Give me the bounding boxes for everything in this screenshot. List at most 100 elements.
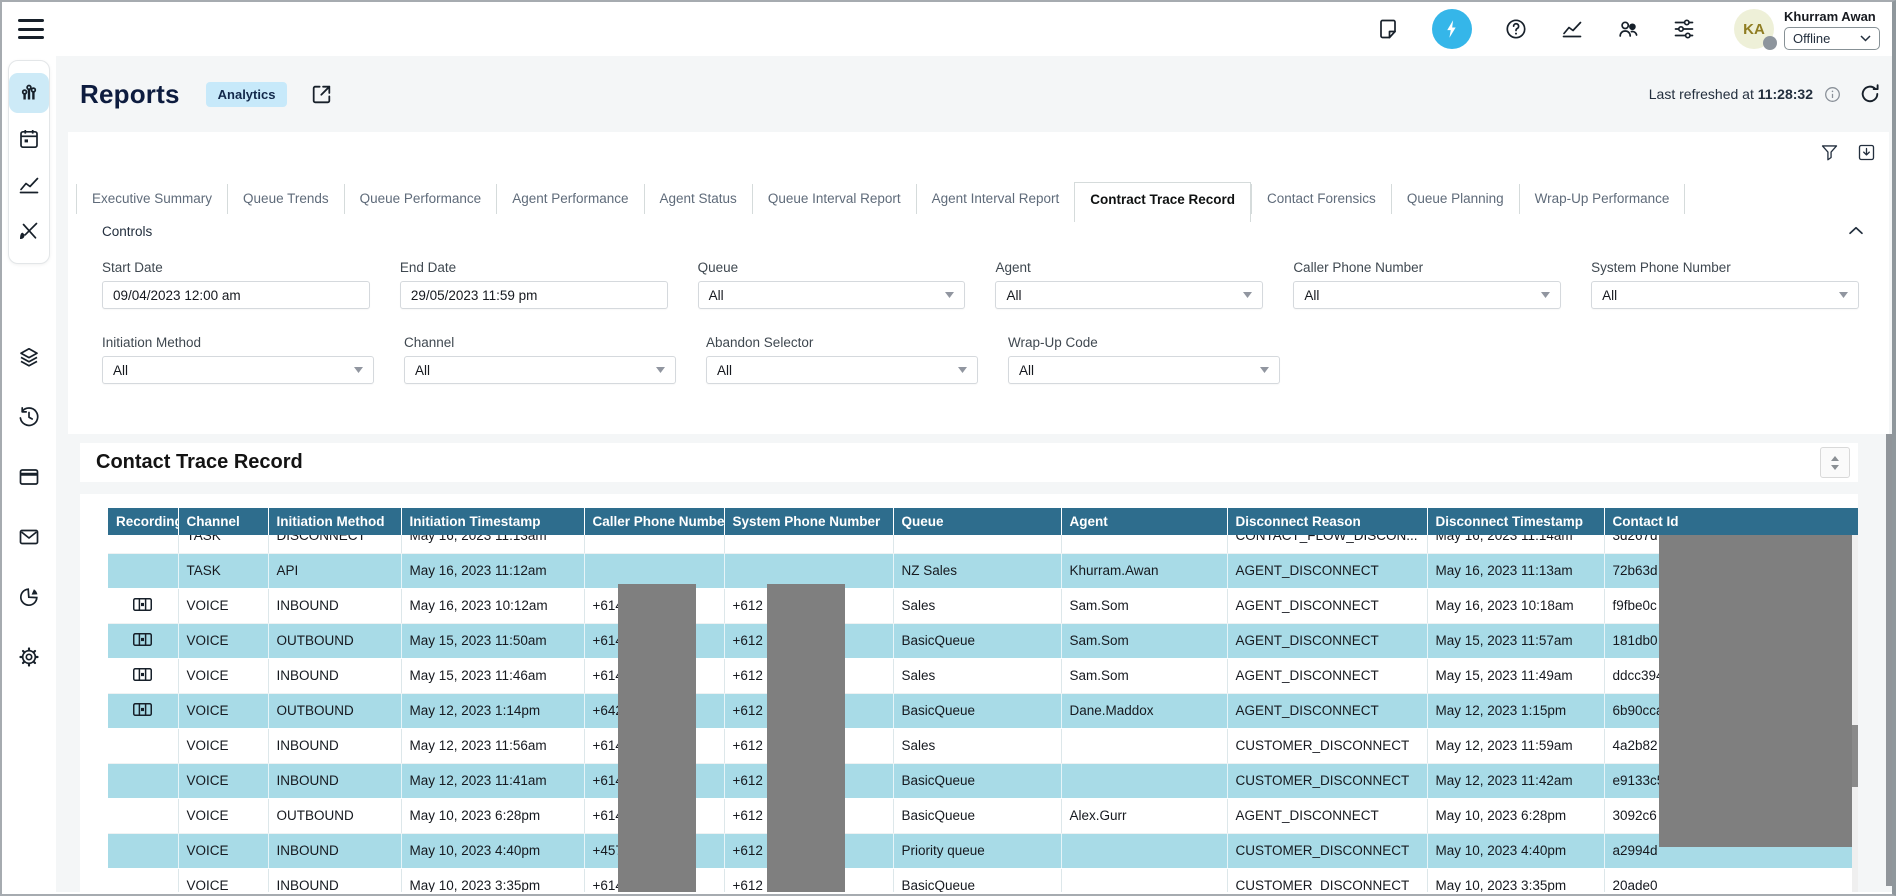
start-date-input[interactable]: 09/04/2023 12:00 am [102, 281, 370, 309]
cell-disconnect-reason: AGENT_DISCONNECT [1227, 658, 1428, 694]
tab-queue-interval-report[interactable]: Queue Interval Report [751, 184, 916, 214]
table-title: Contact Trace Record [96, 451, 303, 473]
tab-queue-planning[interactable]: Queue Planning [1390, 184, 1519, 214]
cell-recording [108, 728, 179, 764]
play-recording-button[interactable] [133, 632, 153, 646]
preferences-sliders-icon[interactable] [1672, 17, 1696, 41]
tab-contract-trace-record[interactable]: Contract Trace Record [1074, 182, 1252, 222]
column-header-initiation-method: Initiation Method [268, 508, 402, 535]
sidebar-item-settings[interactable] [9, 637, 49, 677]
table-row[interactable]: VOICE INBOUND May 10, 2023 4:40pm +457 +612 P… [108, 833, 1858, 869]
initiation-method-dropdown[interactable]: All [102, 356, 374, 384]
quick-connect-lightning-icon[interactable] [1432, 9, 1472, 49]
filter-icon[interactable] [1819, 142, 1840, 163]
cell-disconnect-reason: AGENT_DISCONNECT [1227, 623, 1428, 659]
cell-initiation-timestamp: May 10, 2023 6:28pm [401, 798, 585, 834]
cell-queue: NZ Sales [893, 553, 1062, 589]
table-body-viewport[interactable]: TASK DISCONNECT May 16, 2023 11:13am CONTAC… [108, 535, 1858, 892]
field-value: All [717, 362, 733, 378]
sidebar-item-design[interactable] [9, 211, 49, 251]
table-stepper[interactable] [1820, 447, 1850, 478]
play-recording-button[interactable] [133, 702, 153, 716]
cell-initiation-method: OUTBOUND [268, 623, 402, 659]
queue-dropdown[interactable]: All [697, 281, 966, 309]
refresh-icon[interactable] [1858, 82, 1882, 106]
sidebar-item-browser[interactable] [9, 457, 49, 497]
table-row[interactable]: VOICE INBOUND May 16, 2023 10:12am +614 +612… [108, 588, 1858, 624]
table-row[interactable]: VOICE OUTBOUND May 12, 2023 1:14pm +642 +612… [108, 693, 1858, 729]
column-header-disconnect-reason: Disconnect Reason [1227, 508, 1428, 535]
tab-agent-status[interactable]: Agent Status [643, 184, 752, 214]
history-icon [19, 407, 39, 427]
window-scrollbar-thumb[interactable] [1886, 434, 1892, 886]
sidebar-item-layers[interactable] [9, 337, 49, 377]
pie-chart-icon [19, 588, 38, 606]
table-row[interactable]: VOICE INBOUND May 12, 2023 11:56am +614 +612… [108, 728, 1858, 764]
cell-channel: VOICE [178, 658, 269, 694]
page-title: Reports [80, 78, 180, 109]
sidebar-item-trends[interactable] [9, 165, 49, 205]
sidebar-item-calendar[interactable] [9, 119, 49, 159]
help-icon[interactable] [1504, 17, 1528, 41]
end-date-input[interactable]: 29/05/2023 11:59 pm [399, 281, 668, 309]
caller-phone-number-dropdown[interactable]: All [1293, 281, 1562, 309]
cell-disconnect-reason: CUSTOMER_DISCONNECT [1227, 868, 1428, 892]
cell-disconnect-timestamp: May 16, 2023 11:13am [1427, 553, 1605, 589]
tab-wrap-up-performance[interactable]: Wrap-Up Performance [1518, 184, 1686, 214]
sidebar-item-mail[interactable] [9, 517, 49, 557]
cell-queue [893, 535, 1062, 554]
table-row[interactable]: TASK API May 16, 2023 11:12am NZ Sales Khurr… [108, 553, 1858, 589]
column-header-disconnect-timestamp: Disconnect Timestamp [1427, 508, 1605, 535]
collapse-chevron-up-icon[interactable] [1845, 220, 1867, 242]
sidebar-item-reports[interactable] [9, 73, 49, 113]
cell-agent: Alex.Gurr [1061, 798, 1228, 834]
caret-down-icon [1260, 367, 1269, 373]
agent-dropdown[interactable]: All [995, 281, 1264, 309]
channel-dropdown[interactable]: All [404, 356, 676, 384]
cell-channel: VOICE [178, 763, 269, 799]
vertical-scrollbar-track[interactable] [1852, 535, 1858, 892]
tab-queue-trends[interactable]: Queue Trends [227, 184, 344, 214]
tab-agent-interval-report[interactable]: Agent Interval Report [915, 184, 1075, 214]
filter-system-phone-number: System Phone Number All [1591, 260, 1859, 309]
system-phone-number-dropdown[interactable]: All [1591, 281, 1859, 309]
column-header-initiation-timestamp: Initiation Timestamp [401, 508, 585, 535]
play-recording-button[interactable] [133, 667, 153, 681]
cell-recording [108, 553, 179, 589]
info-icon[interactable] [1823, 85, 1842, 104]
cell-initiation-method: INBOUND [268, 588, 402, 624]
table-row[interactable]: VOICE INBOUND May 15, 2023 11:46am +614 +612… [108, 658, 1858, 694]
table-row[interactable]: VOICE OUTBOUND May 15, 2023 11:50am +614 +61… [108, 623, 1858, 659]
table-row[interactable]: VOICE INBOUND May 12, 2023 11:41am +614 +612… [108, 763, 1858, 799]
table-row[interactable]: VOICE OUTBOUND May 10, 2023 6:28pm +614 +612… [108, 798, 1858, 834]
sidebar-item-pie-reports[interactable] [9, 577, 49, 617]
agent-status-select[interactable]: Offline [1784, 26, 1880, 50]
tab-contact-forensics[interactable]: Contact Forensics [1251, 184, 1391, 214]
table-row[interactable]: VOICE INBOUND May 10, 2023 3:35pm +614 +612 B… [108, 868, 1858, 892]
tab-agent-performance[interactable]: Agent Performance [496, 184, 643, 214]
avatar[interactable]: KA [1734, 9, 1777, 50]
tab-queue-performance[interactable]: Queue Performance [343, 184, 497, 214]
table-row[interactable]: TASK DISCONNECT May 16, 2023 11:13am CONTAC… [108, 535, 1858, 554]
cell-initiation-method: DISCONNECT [268, 535, 402, 554]
notes-icon[interactable] [1376, 17, 1400, 41]
metrics-icon[interactable] [1560, 17, 1584, 41]
cell-queue: BasicQueue [893, 763, 1062, 799]
sidebar-item-history[interactable] [9, 397, 49, 437]
abandon-selector-dropdown[interactable]: All [706, 356, 978, 384]
tab-executive-summary[interactable]: Executive Summary [76, 184, 227, 214]
vertical-scrollbar-thumb[interactable] [1852, 725, 1858, 787]
browser-window-icon [19, 469, 39, 485]
play-recording-button[interactable] [133, 597, 153, 611]
cell-initiation-method: INBOUND [268, 728, 402, 764]
filter-abandon-selector: Abandon Selector All [706, 335, 978, 384]
wrap-up-code-dropdown[interactable]: All [1008, 356, 1280, 384]
cell-channel: VOICE [178, 798, 269, 834]
download-icon[interactable] [1856, 142, 1877, 163]
external-link-icon[interactable] [309, 82, 334, 107]
hamburger-menu-icon[interactable] [18, 19, 44, 39]
cell-agent: Khurram.Awan [1061, 553, 1228, 589]
cell-initiation-timestamp: May 16, 2023 10:12am [401, 588, 585, 624]
cell-initiation-timestamp: May 12, 2023 1:14pm [401, 693, 585, 729]
contacts-icon[interactable] [1616, 17, 1640, 41]
